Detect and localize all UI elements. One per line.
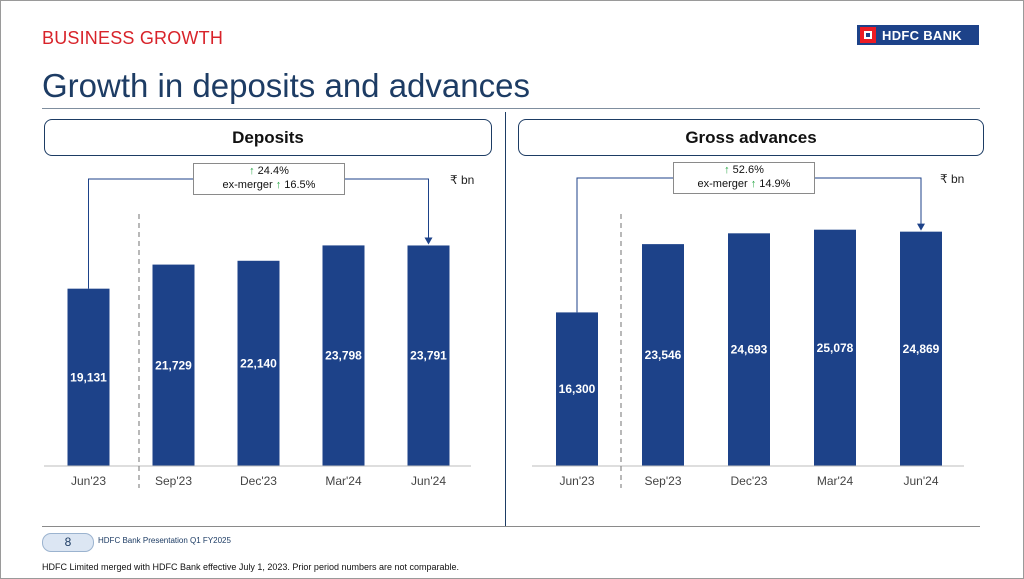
- deposits-value-label: 19,131: [70, 370, 107, 384]
- gross-advances-growth-ex-merger: 14.9%: [759, 178, 791, 190]
- deposits-value-label: 23,791: [410, 349, 447, 363]
- logo-text: HDFC BANK: [882, 27, 962, 43]
- presentation-name: HDFC Bank Presentation Q1 FY2025: [98, 536, 231, 545]
- deposits-growth-connector-left: [88, 178, 193, 289]
- hdfc-logo-icon: [860, 27, 876, 43]
- gross-advances-value-label: 23,546: [645, 348, 682, 362]
- deposits-category-label: Sep'23: [155, 474, 192, 488]
- gross-advances-chart: 16,300 Jun'23 23,546 Sep'23 24,693 Dec'23 25,0…: [532, 177, 964, 488]
- gross-advances-category-label: Jun'23: [560, 474, 595, 488]
- section-label: BUSINESS GROWTH: [42, 28, 224, 48]
- gross-advances-unit-label: ₹ bn: [940, 172, 965, 186]
- deposits-panel-title: Deposits: [44, 119, 492, 156]
- deposits-value-label: 23,798: [325, 349, 362, 363]
- gross-advances-bar: [814, 229, 856, 466]
- deposits-growth-box: ↑ 24.4% ex-merger ↑ 16.5%: [193, 163, 345, 195]
- gross-advances-category-label: Dec'23: [731, 474, 768, 488]
- arrow-down-icon: [917, 223, 925, 231]
- deposits-value-label: 21,729: [155, 358, 192, 372]
- deposits-bar: [237, 260, 280, 466]
- gross-advances-ex-merger-label: ex-merger: [697, 178, 748, 190]
- deposits-panel: Deposits 19,131 Jun'23 21,729 Sep'23 22,140 D…: [42, 113, 522, 528]
- gross-advances-bar: [728, 233, 770, 466]
- deposits-growth-ex-merger: 16.5%: [284, 179, 316, 191]
- deposits-bar: [407, 245, 450, 466]
- deposits-growth-connector-right: [345, 178, 429, 240]
- footer-divider: [42, 526, 980, 527]
- up-arrow-icon: ↑: [275, 179, 282, 191]
- page-title: Growth in deposits and advances: [42, 67, 530, 104]
- arrow-down-icon: [424, 237, 433, 245]
- gross-advances-growth-connector-right: [815, 177, 922, 226]
- deposits-bar: [152, 264, 195, 466]
- gross-advances-category-label: Jun'24: [904, 474, 939, 488]
- deposits-growth-total: 24.4%: [257, 165, 289, 177]
- gross-advances-growth-total: 52.6%: [732, 164, 764, 176]
- gross-advances-category-label: Sep'23: [645, 474, 682, 488]
- deposits-bar: [322, 245, 365, 466]
- gross-advances-panel: Gross advances 16,300 Jun'23 23,546 Sep'23 2…: [516, 113, 996, 528]
- deposits-category-label: Jun'23: [71, 474, 106, 488]
- gross-advances-value-label: 25,078: [817, 341, 854, 355]
- up-arrow-icon: ↑: [724, 164, 730, 176]
- deposits-bar: [67, 288, 110, 466]
- deposits-unit-label: ₹ bn: [450, 173, 475, 187]
- gross-advances-growth-connector-left: [576, 177, 673, 313]
- gross-advances-category-label: Mar'24: [817, 474, 854, 488]
- title-divider: [42, 108, 980, 109]
- gross-advances-bar: [900, 231, 942, 466]
- deposits-ex-merger-label: ex-merger: [222, 179, 273, 191]
- deposits-chart: 19,131 Jun'23 21,729 Sep'23 22,140 Dec'23 23,7…: [44, 178, 471, 488]
- deposits-category-label: Jun'24: [411, 474, 446, 488]
- gross-advances-panel-title: Gross advances: [518, 119, 984, 156]
- gross-advances-growth-box: ↑ 52.6% ex-merger ↑ 14.9%: [673, 162, 815, 194]
- hdfc-logo: HDFC BANK: [857, 25, 979, 45]
- up-arrow-icon: ↑: [750, 178, 757, 190]
- footnote: HDFC Limited merged with HDFC Bank effec…: [42, 562, 460, 572]
- deposits-category-label: Dec'23: [240, 474, 277, 488]
- gross-advances-value-label: 16,300: [559, 382, 596, 396]
- gross-advances-value-label: 24,693: [731, 343, 768, 357]
- gross-advances-bar: [642, 244, 684, 466]
- panel-divider: [505, 112, 506, 526]
- page-number: 8: [42, 533, 94, 552]
- gross-advances-bar: [556, 312, 598, 466]
- gross-advances-value-label: 24,869: [903, 342, 940, 356]
- deposits-value-label: 22,140: [240, 356, 277, 370]
- deposits-category-label: Mar'24: [325, 474, 362, 488]
- up-arrow-icon: ↑: [249, 165, 255, 177]
